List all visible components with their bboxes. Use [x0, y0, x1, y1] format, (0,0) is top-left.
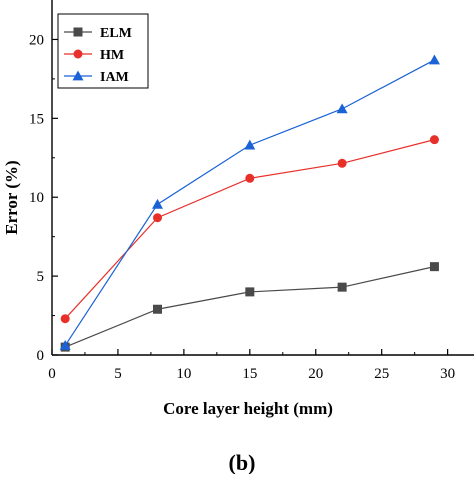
data-point-hm: [153, 213, 162, 223]
series-elm: [60, 262, 439, 352]
series-line-iam: [64, 59, 435, 346]
x-tick-label: 10: [176, 366, 191, 382]
data-point-elm: [429, 262, 439, 272]
data-point-hm: [429, 135, 439, 145]
data-point-iam: [152, 198, 163, 209]
data-point-iam: [59, 340, 71, 350]
legend-item-iam: IAM: [64, 70, 129, 85]
legend-label-elm: ELM: [100, 26, 132, 41]
x-axis-title: Core layer height (mm): [163, 399, 333, 418]
y-tick-label: 20: [29, 32, 44, 48]
legend-label-hm: HM: [100, 48, 124, 63]
legend-marker-elm: [73, 27, 83, 37]
y-tick-label: 0: [37, 348, 45, 364]
data-point-hm: [60, 314, 70, 324]
y-tick-label: 5: [37, 269, 45, 285]
data-point-elm: [245, 287, 255, 297]
legend-item-hm: HM: [64, 48, 124, 63]
data-point-iam: [336, 103, 348, 114]
data-point-iam: [244, 139, 256, 150]
x-tick-label: 25: [374, 366, 389, 382]
x-tick-label: 0: [48, 366, 56, 382]
legend: ELM HM IAM: [57, 13, 149, 89]
data-point-elm: [153, 304, 162, 314]
data-point-elm: [337, 282, 347, 292]
series-line-elm: [64, 266, 435, 348]
axes: 0 5 10 15 20 25 30 0 5 10 15 20: [29, 0, 474, 382]
legend-item-elm: ELM: [64, 26, 132, 41]
legend-label-iam: IAM: [100, 70, 129, 85]
x-tick-label: 30: [440, 366, 455, 382]
legend-marker-hm: [73, 49, 83, 59]
x-tick-label: 5: [114, 366, 122, 382]
y-tick-label: 10: [29, 190, 44, 206]
y-axis-title: Error (%): [2, 160, 21, 234]
legend-marker-iam: [72, 70, 84, 81]
data-point-hm: [337, 158, 347, 168]
x-tick-label: 15: [242, 366, 257, 382]
y-tick-label: 15: [29, 111, 44, 127]
data-point-hm: [245, 173, 255, 183]
x-tick-label: 20: [308, 366, 323, 382]
figure-caption: (b): [229, 450, 256, 474]
series-layer: [59, 54, 440, 352]
data-point-iam: [428, 54, 440, 65]
series-iam: [59, 54, 440, 350]
